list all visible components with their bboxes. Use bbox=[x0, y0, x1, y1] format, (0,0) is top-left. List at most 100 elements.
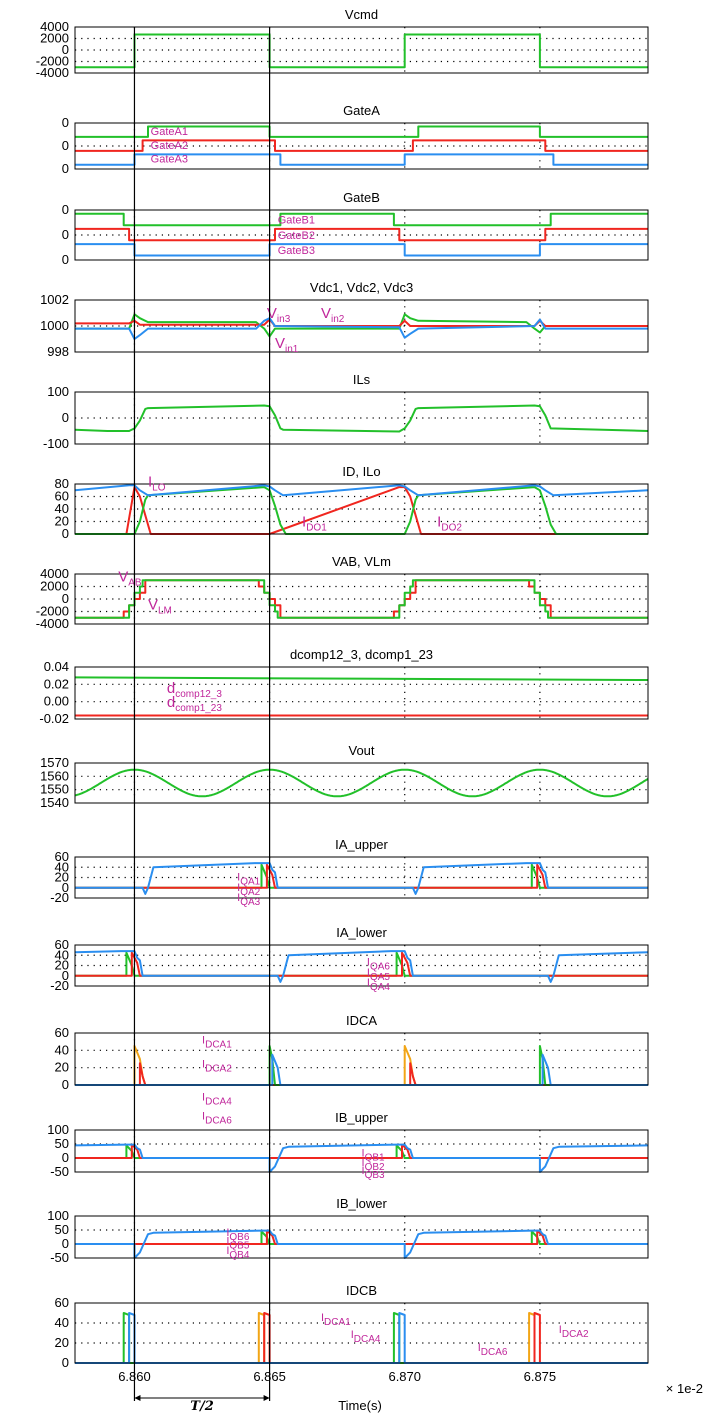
y-tick-label: 60 bbox=[55, 1295, 69, 1310]
series-annotation: Vin2 bbox=[321, 305, 345, 325]
plot-frame bbox=[74, 391, 649, 445]
series-line-red bbox=[75, 863, 648, 889]
panel-dcomp: dcomp12_3, dcomp1_23 0.04 0.02 0.00 -0.02 dco… bbox=[39, 647, 649, 726]
panel-title: Vcmd bbox=[345, 7, 378, 22]
series-line-red bbox=[75, 1143, 648, 1159]
y-tick-label: 0 bbox=[62, 1355, 69, 1370]
panel-title: Vdc1, Vdc2, Vdc3 bbox=[310, 280, 413, 295]
y-tick-label: 0 bbox=[62, 1150, 69, 1165]
plot-frame bbox=[74, 666, 649, 720]
y-tick-label: 1570 bbox=[40, 755, 69, 770]
y-tick-label: 1002 bbox=[40, 292, 69, 307]
panel-title: IB_upper bbox=[335, 1110, 388, 1125]
panel-title: IA_upper bbox=[335, 837, 388, 852]
y-tick-label: 50 bbox=[55, 1222, 69, 1237]
series-annotation: IDCA4 bbox=[202, 1092, 232, 1108]
plot-frame bbox=[74, 1129, 649, 1173]
y-tick-label: 2000 bbox=[40, 31, 69, 46]
y-tick-label: 0.02 bbox=[44, 676, 69, 691]
series-annotation: IQB3 bbox=[362, 1165, 386, 1181]
y-tick-label: 0 bbox=[62, 161, 69, 176]
series-line-blue bbox=[74, 484, 649, 497]
y-tick-label: -0.02 bbox=[39, 711, 69, 726]
series-line-green bbox=[74, 404, 649, 433]
series-line-blue bbox=[75, 1229, 648, 1259]
y-tick-label: 0 bbox=[62, 526, 69, 541]
x-multiplier-label: × 1e-2 bbox=[666, 1381, 703, 1396]
y-tick-label: 100 bbox=[47, 1208, 69, 1223]
series-annotation: IDCA4 bbox=[351, 1329, 381, 1345]
y-tick-label: -20 bbox=[50, 890, 69, 905]
y-tick-label: 0.00 bbox=[44, 694, 69, 709]
y-tick-label: -4000 bbox=[36, 65, 69, 80]
y-tick-label: 40 bbox=[55, 859, 69, 874]
panel-title: IDCA bbox=[346, 1013, 377, 1028]
plot-frame bbox=[74, 1215, 649, 1259]
y-tick-label: -20 bbox=[50, 978, 69, 993]
series-annotation: dcomp1_23 bbox=[167, 694, 222, 714]
y-tick-label: 100 bbox=[47, 1122, 69, 1137]
series-annotation: IQA1 bbox=[237, 872, 261, 888]
plot-frame bbox=[74, 483, 649, 535]
series-line-green bbox=[74, 768, 649, 798]
series-line-blue bbox=[75, 317, 648, 340]
series-annotation: IDCA2 bbox=[559, 1324, 589, 1340]
y-tick-label: 20 bbox=[55, 870, 69, 885]
y-tick-label: 0 bbox=[62, 202, 69, 217]
series-annotation: IQB4 bbox=[226, 1245, 250, 1261]
y-tick-label: 1550 bbox=[40, 782, 69, 797]
plot-frame bbox=[74, 1302, 649, 1364]
series-line-blue bbox=[75, 1053, 648, 1086]
series-line-green bbox=[75, 212, 648, 227]
plot-frame bbox=[74, 122, 649, 170]
series-line-red bbox=[75, 1062, 648, 1086]
y-tick-label: 40 bbox=[55, 501, 69, 516]
series-annotation: GateB3 bbox=[278, 245, 315, 257]
series-line-green bbox=[75, 33, 648, 69]
y-tick-label: 0 bbox=[62, 227, 69, 242]
y-tick-label: 20 bbox=[55, 958, 69, 973]
series-line-red bbox=[75, 1229, 648, 1245]
y-tick-label: 40 bbox=[55, 1042, 69, 1057]
x-tick-label: 6.865 bbox=[253, 1369, 286, 1384]
series-annotation: IQA2 bbox=[237, 882, 261, 898]
y-tick-label: 0.04 bbox=[44, 659, 69, 674]
y-tick-label: 2000 bbox=[40, 579, 69, 594]
y-tick-label: -2000 bbox=[36, 604, 69, 619]
series-annotation: IQA4 bbox=[367, 977, 391, 993]
series-line-green bbox=[75, 579, 648, 619]
y-tick-label: 4000 bbox=[40, 19, 69, 34]
series-annotation: GateB1 bbox=[278, 215, 315, 227]
series-line-orange bbox=[75, 1045, 648, 1086]
y-tick-label: 60 bbox=[55, 489, 69, 504]
panel-title: IDCB bbox=[346, 1283, 377, 1298]
y-tick-label: 60 bbox=[55, 937, 69, 952]
series-annotation: IQA6 bbox=[367, 957, 391, 973]
x-tick-label: 6.860 bbox=[118, 1369, 151, 1384]
y-tick-label: 4000 bbox=[40, 566, 69, 581]
series-annotation: IDO1 bbox=[302, 514, 327, 534]
period-arrow-head-left bbox=[134, 1395, 141, 1401]
y-tick-label: -50 bbox=[50, 1250, 69, 1265]
series-annotation: GateA2 bbox=[151, 140, 188, 152]
series-annotation: dcomp12_3 bbox=[167, 680, 222, 700]
y-tick-label: 40 bbox=[55, 947, 69, 962]
y-tick-label: 0 bbox=[62, 591, 69, 606]
series-annotation: IDCA6 bbox=[478, 1342, 508, 1358]
y-tick-label: 0 bbox=[62, 968, 69, 983]
y-tick-label: 50 bbox=[55, 1136, 69, 1151]
plot-frame bbox=[74, 209, 649, 261]
panel-title: ID, ILo bbox=[342, 464, 380, 479]
series-line-blue bbox=[75, 862, 648, 895]
y-tick-label: 0 bbox=[62, 138, 69, 153]
series-annotation: GateB2 bbox=[278, 230, 315, 242]
series-line-green bbox=[74, 676, 649, 681]
series-annotation: IQB1 bbox=[362, 1148, 386, 1164]
y-tick-label: 100 bbox=[47, 384, 69, 399]
